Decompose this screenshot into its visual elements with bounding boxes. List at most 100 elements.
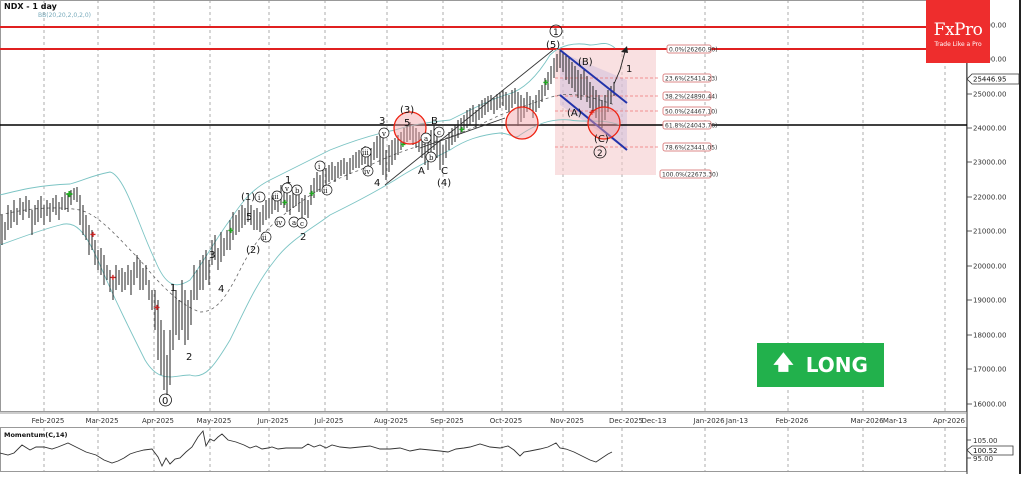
svg-text:Mar-2026: Mar-2026 xyxy=(850,417,884,425)
svg-text:C: C xyxy=(441,166,448,177)
svg-text:✚: ✚ xyxy=(309,190,315,198)
highlight-circles xyxy=(393,106,621,145)
correction-channel-upper xyxy=(559,49,628,104)
svg-text:Nov-2025: Nov-2025 xyxy=(550,417,584,425)
svg-text:Aug-2025: Aug-2025 xyxy=(374,417,408,425)
svg-text:✚: ✚ xyxy=(543,79,549,87)
svg-text:24000.00: 24000.00 xyxy=(973,125,1006,133)
current-price-value: 25446.95 xyxy=(973,76,1006,84)
svg-text:2: 2 xyxy=(186,352,192,363)
svg-text:a: a xyxy=(292,219,296,227)
price-candles xyxy=(1,50,615,395)
svg-text:100.0%(22673.30): 100.0%(22673.30) xyxy=(662,172,718,179)
svg-text:B: B xyxy=(431,116,438,127)
svg-text:4: 4 xyxy=(374,178,380,189)
logo-text: FxPro xyxy=(933,20,983,40)
svg-text:23.6%(25414.23): 23.6%(25414.23) xyxy=(665,76,717,83)
logo-tagline: Trade Like a Pro xyxy=(934,41,982,48)
svg-text:✚: ✚ xyxy=(228,227,234,235)
svg-text:3: 3 xyxy=(209,250,215,261)
svg-text:1: 1 xyxy=(626,64,632,75)
svg-text:(A): (A) xyxy=(567,108,582,119)
time-axis-labels: Feb-2025 Mar-2025 Apr-2025 May-2025 Jun-… xyxy=(32,417,966,425)
trend-channel-upper xyxy=(384,49,554,186)
svg-text:iv: iv xyxy=(364,168,370,176)
svg-text:iii: iii xyxy=(362,149,369,157)
svg-text:(C): (C) xyxy=(594,134,609,145)
svg-text:✚: ✚ xyxy=(154,304,160,312)
svg-text:2: 2 xyxy=(597,149,603,159)
svg-text:(B): (B) xyxy=(578,57,593,68)
momentum-title: Momentum(C,14) xyxy=(4,431,68,439)
svg-text:b: b xyxy=(295,187,300,195)
momentum-value-tag xyxy=(966,445,1014,456)
svg-text:iv: iv xyxy=(276,219,282,227)
svg-text:(5): (5) xyxy=(546,40,560,51)
svg-text:May-2025: May-2025 xyxy=(197,417,232,425)
momentum-current-value: 100.52 xyxy=(973,447,998,455)
svg-text:20000.00: 20000.00 xyxy=(973,263,1006,271)
svg-text:21000.00: 21000.00 xyxy=(973,228,1006,236)
svg-text:a: a xyxy=(424,135,428,143)
svg-text:✚: ✚ xyxy=(90,231,96,239)
svg-text:50.0%(24467.10): 50.0%(24467.10) xyxy=(665,109,717,116)
svg-text:0.0%(26260.90): 0.0%(26260.90) xyxy=(669,47,718,54)
svg-text:v: v xyxy=(381,130,386,138)
svg-text:ii: ii xyxy=(323,187,328,195)
svg-text:(2): (2) xyxy=(246,245,260,256)
svg-text:2: 2 xyxy=(300,232,306,243)
svg-text:Jul-2025: Jul-2025 xyxy=(314,417,344,425)
svg-text:105.00: 105.00 xyxy=(973,437,998,445)
momentum-axis-labels: 105.00 95.00 xyxy=(973,437,998,463)
svg-text:v: v xyxy=(284,185,289,193)
svg-text:1: 1 xyxy=(285,175,291,186)
svg-text:ii: ii xyxy=(262,234,267,242)
svg-text:i: i xyxy=(318,163,321,171)
svg-text:(4): (4) xyxy=(437,178,451,189)
target-arrow-head xyxy=(621,46,628,53)
svg-text:4: 4 xyxy=(218,284,224,295)
svg-text:iii: iii xyxy=(272,193,279,201)
svg-text:✚: ✚ xyxy=(110,274,116,282)
svg-text:5: 5 xyxy=(404,118,410,129)
svg-text:Sep-2025: Sep-2025 xyxy=(430,417,464,425)
momentum-line xyxy=(0,429,613,468)
svg-text:A: A xyxy=(418,166,425,177)
indicator-label: BB(20,20,2,0,2,0) xyxy=(38,12,91,19)
svg-text:b: b xyxy=(429,154,434,162)
svg-text:18000.00: 18000.00 xyxy=(973,332,1006,340)
svg-text:(3): (3) xyxy=(400,105,414,116)
chart-title: NDX - 1 day xyxy=(4,2,57,11)
correction-channel-lower xyxy=(559,94,628,151)
svg-text:38.2%(24890.44): 38.2%(24890.44) xyxy=(665,94,717,101)
svg-text:1: 1 xyxy=(170,283,176,294)
arrow-up-icon: 🡅 xyxy=(773,350,794,374)
svg-text:Mar-13: Mar-13 xyxy=(883,417,907,425)
current-price-tag xyxy=(966,73,1020,85)
svg-text:22000.00: 22000.00 xyxy=(973,194,1006,202)
svg-text:25000.00: 25000.00 xyxy=(973,91,1006,99)
svg-text:✚: ✚ xyxy=(66,190,73,199)
svg-text:95.00: 95.00 xyxy=(973,455,993,463)
svg-text:Feb-2025: Feb-2025 xyxy=(32,417,65,425)
svg-text:Oct-2025: Oct-2025 xyxy=(490,417,522,425)
svg-text:0: 0 xyxy=(162,396,168,407)
svg-text:Jun-2025: Jun-2025 xyxy=(256,417,288,425)
svg-text:✚: ✚ xyxy=(282,199,288,207)
fib-labels: 0.0%(26260.90) 23.6%(25414.23) 38.2%(248… xyxy=(659,44,718,179)
svg-text:16000.00: 16000.00 xyxy=(973,401,1006,409)
svg-text:Mar-2025: Mar-2025 xyxy=(85,417,118,425)
svg-text:61.8%(24043.76): 61.8%(24043.76) xyxy=(665,123,717,130)
svg-text:Feb-2026: Feb-2026 xyxy=(776,417,809,425)
trend-channel-lower xyxy=(419,117,506,149)
svg-text:Dec-2025: Dec-2025 xyxy=(609,417,643,425)
svg-text:78.6%(23441.05): 78.6%(23441.05) xyxy=(665,145,717,152)
minor-wave-labels: i ii iii iv v a b c i ii iii iv v a b c xyxy=(254,126,445,243)
svg-text:19000.00: 19000.00 xyxy=(973,297,1006,305)
svg-text:c: c xyxy=(437,129,441,137)
svg-text:✚: ✚ xyxy=(400,141,406,149)
long-signal-badge: 🡅 LONG xyxy=(757,343,884,387)
svg-text:c: c xyxy=(300,220,304,228)
svg-text:Jan-2026: Jan-2026 xyxy=(692,417,725,425)
svg-text:17000.00: 17000.00 xyxy=(973,366,1006,374)
